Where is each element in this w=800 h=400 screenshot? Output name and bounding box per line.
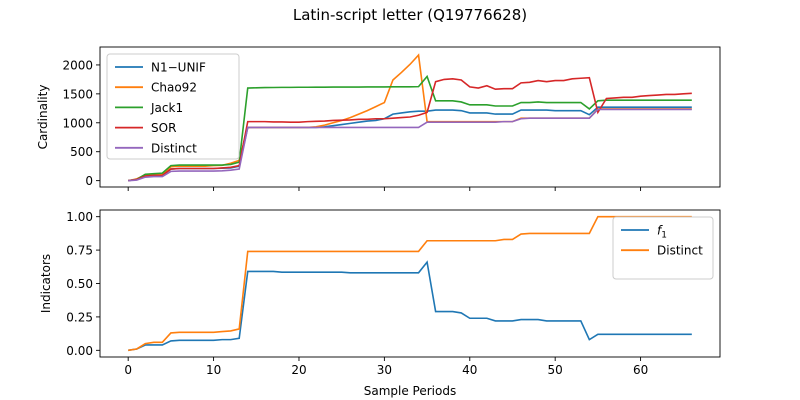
axes-frame <box>99 46 721 188</box>
legend-label: Distinct <box>657 244 703 258</box>
legend-label: Chao92 <box>151 81 197 95</box>
series-line-0-2 <box>128 74 692 182</box>
y-tick-label: 1.00 <box>66 210 93 224</box>
legend: f1 Distinct <box>612 216 714 280</box>
legend-label: SOR <box>151 121 176 135</box>
legend-label-main: f <box>657 224 663 238</box>
x-axis-label: Sample Periods <box>364 384 456 398</box>
legend-box <box>106 53 240 160</box>
y-tick-label: 2000 <box>62 58 93 72</box>
indicators-panel: 0 10 20 30 40 50 60 0.00 0.25 0.50 0.75 1.00 Indicat… <box>39 209 721 398</box>
y-tick-label: 1500 <box>62 87 93 101</box>
cardinality-panel: 0 500 1000 1500 2000 Cardinality N1−UNIF Chao92… <box>36 46 721 191</box>
x-tick-label: 10 <box>206 363 221 377</box>
y-tick-label: 0.50 <box>66 277 93 291</box>
series-line-1-1 <box>128 215 692 352</box>
y-axis-label: Cardinality <box>36 85 50 150</box>
y-axis-label: Indicators <box>39 254 53 313</box>
legend-label: N1−UNIF <box>151 61 206 75</box>
x-tick-label: 30 <box>377 363 392 377</box>
legend-label: Distinct <box>151 141 197 155</box>
x-tick-label: 0 <box>124 363 132 377</box>
series-line-1-0 <box>128 260 692 352</box>
y-tick-label: 500 <box>70 145 93 159</box>
x-tick-label: 40 <box>462 363 477 377</box>
legend: N1−UNIF Chao92 Jack1 SOR Distinct <box>106 53 240 160</box>
y-tick-label: 0.25 <box>66 310 93 324</box>
series-line-0-4 <box>128 108 692 182</box>
legend-label: f1 <box>657 224 667 241</box>
legend-label: Jack1 <box>150 101 183 115</box>
legend-label-subscript: 1 <box>661 231 667 241</box>
legend-box <box>612 216 714 280</box>
y-tick-label: 1000 <box>62 116 93 130</box>
y-tick-label: 0 <box>85 174 93 188</box>
y-tick-label: 0.75 <box>66 244 93 258</box>
x-tick-label: 60 <box>633 363 648 377</box>
x-tick-label: 20 <box>291 363 306 377</box>
x-tick-label: 50 <box>548 363 563 377</box>
y-tick-label: 0.00 <box>66 344 93 358</box>
series-line-0-3 <box>128 76 692 182</box>
figure-title: Latin-script letter (Q19776628) <box>293 6 527 24</box>
